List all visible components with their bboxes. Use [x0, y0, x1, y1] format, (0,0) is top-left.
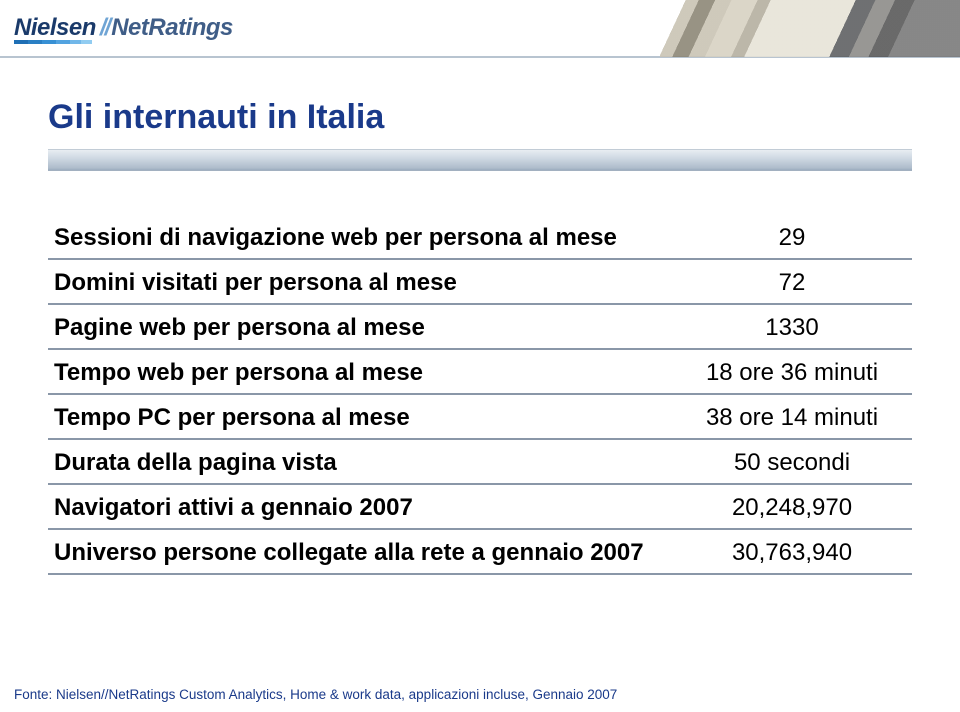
- table-row: Sessioni di navigazione web per persona …: [48, 215, 912, 259]
- table-row: Universo persone collegate alla rete a g…: [48, 529, 912, 574]
- stat-value: 20,248,970: [672, 484, 912, 529]
- stat-value: 30,763,940: [672, 529, 912, 574]
- brand-part2: NetRatings: [111, 14, 233, 42]
- table-row: Durata della pagina vista 50 secondi: [48, 439, 912, 484]
- stat-label: Durata della pagina vista: [48, 439, 672, 484]
- stat-label: Navigatori attivi a gennaio 2007: [48, 484, 672, 529]
- header-bar: Nielsen // NetRatings: [0, 0, 960, 58]
- table-row: Tempo PC per persona al mese 38 ore 14 m…: [48, 394, 912, 439]
- brand-logo: Nielsen // NetRatings: [0, 14, 233, 42]
- stat-label: Tempo PC per persona al mese: [48, 394, 672, 439]
- stats-table: Sessioni di navigazione web per persona …: [48, 215, 912, 575]
- brand-part1: Nielsen: [14, 14, 98, 42]
- stat-label: Universo persone collegate alla rete a g…: [48, 529, 672, 574]
- stat-label: Domini visitati per persona al mese: [48, 259, 672, 304]
- stat-value: 38 ore 14 minuti: [672, 394, 912, 439]
- title-underline-bar: [48, 149, 912, 171]
- table-row: Navigatori attivi a gennaio 2007 20,248,…: [48, 484, 912, 529]
- page-title: Gli internauti in Italia: [48, 98, 912, 137]
- stat-label: Pagine web per persona al mese: [48, 304, 672, 349]
- stat-value: 18 ore 36 minuti: [672, 349, 912, 394]
- brand-slashes: //: [98, 14, 111, 42]
- stat-value: 72: [672, 259, 912, 304]
- stat-value: 50 secondi: [672, 439, 912, 484]
- stat-value: 1330: [672, 304, 912, 349]
- stat-value: 29: [672, 215, 912, 259]
- stat-label: Tempo web per persona al mese: [48, 349, 672, 394]
- header-decorative-image: [660, 0, 960, 57]
- stats-table-body: Sessioni di navigazione web per persona …: [48, 215, 912, 574]
- source-footer: Fonte: Nielsen//NetRatings Custom Analyt…: [14, 687, 617, 702]
- slide-content: Gli internauti in Italia Sessioni di nav…: [0, 58, 960, 575]
- stat-label: Sessioni di navigazione web per persona …: [48, 215, 672, 259]
- table-row: Tempo web per persona al mese 18 ore 36 …: [48, 349, 912, 394]
- brand-underline-stripes: [14, 40, 92, 44]
- table-row: Domini visitati per persona al mese 72: [48, 259, 912, 304]
- table-row: Pagine web per persona al mese 1330: [48, 304, 912, 349]
